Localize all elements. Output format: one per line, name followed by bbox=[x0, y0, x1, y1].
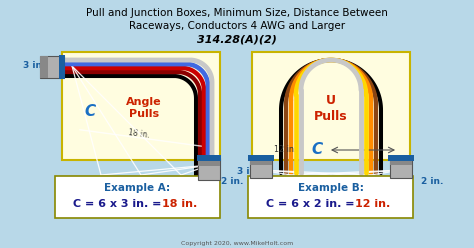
Bar bbox=[198, 158, 220, 180]
Bar bbox=[248, 176, 413, 218]
Bar bbox=[59, 55, 65, 79]
Bar bbox=[250, 158, 272, 178]
Text: Raceways, Conductors 4 AWG and Larger: Raceways, Conductors 4 AWG and Larger bbox=[129, 21, 345, 31]
Bar bbox=[388, 155, 414, 161]
Text: Example A:: Example A: bbox=[104, 183, 171, 193]
Bar bbox=[40, 56, 48, 78]
Bar bbox=[197, 155, 221, 161]
Bar bbox=[40, 56, 64, 78]
Bar bbox=[252, 52, 410, 160]
Text: 12 in.: 12 in. bbox=[355, 199, 390, 209]
Text: 3 in.: 3 in. bbox=[23, 62, 45, 70]
Text: 3 in.: 3 in. bbox=[237, 167, 259, 177]
Text: 12 in.: 12 in. bbox=[274, 146, 296, 155]
Text: U
Pulls: U Pulls bbox=[314, 94, 348, 123]
Bar bbox=[55, 176, 220, 218]
Bar bbox=[62, 52, 220, 160]
Text: 18 in.: 18 in. bbox=[162, 199, 197, 209]
Text: Example B:: Example B: bbox=[298, 183, 364, 193]
Bar bbox=[248, 155, 274, 161]
Text: Copyright 2020, www.MikeHolt.com: Copyright 2020, www.MikeHolt.com bbox=[181, 241, 293, 246]
Text: 2 in.: 2 in. bbox=[421, 178, 443, 186]
Text: 314.28(A)(2): 314.28(A)(2) bbox=[197, 35, 277, 45]
Bar bbox=[390, 158, 412, 178]
Text: C = 6 x 2 in. =: C = 6 x 2 in. = bbox=[266, 199, 359, 209]
Text: 18 in.: 18 in. bbox=[128, 128, 150, 140]
Text: C = 6 x 3 in. =: C = 6 x 3 in. = bbox=[73, 199, 165, 209]
Text: Angle
Pulls: Angle Pulls bbox=[127, 97, 162, 119]
Text: C: C bbox=[84, 104, 96, 119]
Bar bbox=[390, 158, 412, 165]
Text: Pull and Junction Boxes, Minimum Size, Distance Between: Pull and Junction Boxes, Minimum Size, D… bbox=[86, 8, 388, 18]
Text: C: C bbox=[311, 143, 323, 157]
Bar bbox=[198, 158, 220, 166]
Bar bbox=[250, 158, 272, 165]
Text: 2 in.: 2 in. bbox=[221, 178, 243, 186]
